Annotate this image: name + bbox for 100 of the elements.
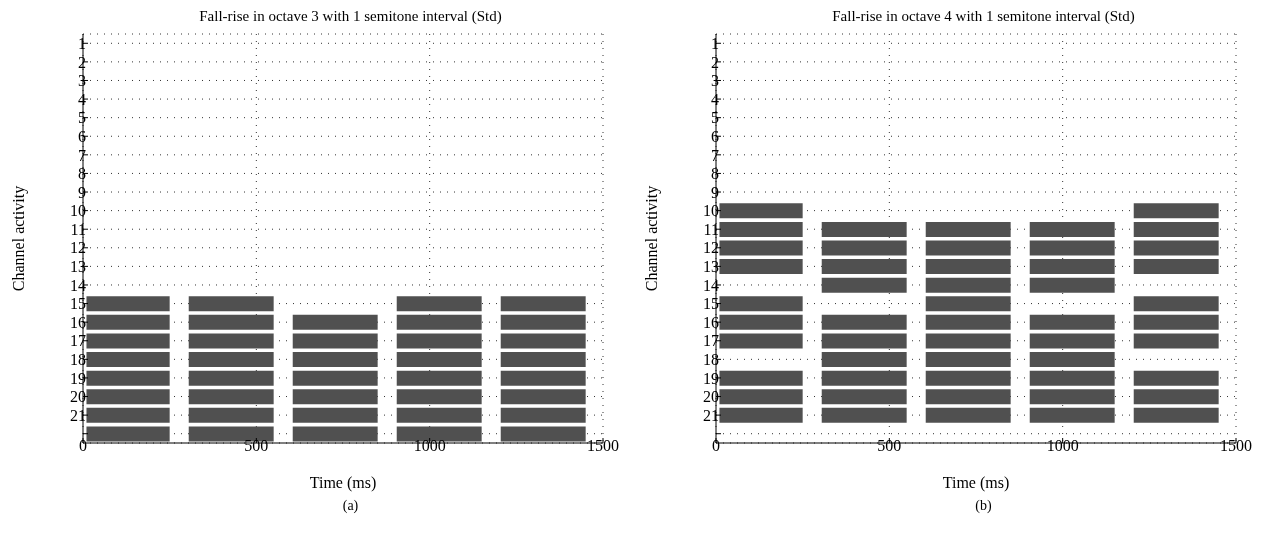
y-tick-label: 13 (70, 258, 86, 276)
x-tick-label: 1500 (587, 437, 619, 455)
y-tick-label: 1 (78, 34, 86, 52)
x-tick-label: 1500 (1220, 437, 1252, 455)
bar (821, 352, 907, 368)
bar (292, 407, 378, 423)
y-tick-label: 6 (711, 127, 719, 145)
bar (719, 389, 803, 405)
y-tick-label: 16 (703, 313, 719, 331)
bar (1133, 389, 1219, 405)
bar (1133, 314, 1219, 330)
y-tick-label: 15 (703, 295, 719, 313)
bar (1133, 370, 1219, 386)
x-axis-title: Time (ms) (309, 474, 377, 492)
y-tick-label: 15 (70, 295, 86, 313)
bar (1029, 370, 1115, 386)
bar (500, 370, 586, 386)
y-tick-label: 6 (78, 127, 86, 145)
bar (719, 407, 803, 423)
text: (a) (341, 498, 360, 514)
bar (1029, 259, 1115, 275)
y-tick-label: 10 (703, 202, 719, 220)
bar (1029, 333, 1115, 349)
y-tick-label: 2 (78, 53, 86, 71)
bar (719, 296, 803, 312)
x-tick-label: 1000 (1046, 437, 1079, 455)
y-tick-label: 3 (78, 72, 86, 90)
y-axis-title: Channel activity (9, 185, 28, 292)
bar (292, 314, 378, 330)
bar (292, 370, 378, 386)
bar (188, 352, 274, 368)
y-tick-label: 14 (70, 276, 86, 294)
bar (396, 352, 482, 368)
y-tick-label: 19 (703, 369, 719, 387)
x-tick-label: 500 (244, 437, 269, 455)
bar (500, 352, 586, 368)
x-tick-label: 0 (79, 437, 87, 455)
bar (1133, 240, 1219, 256)
y-tick-label: 8 (78, 165, 86, 183)
y-tick-label: 11 (703, 220, 719, 238)
bar (292, 352, 378, 368)
y-tick-label: 9 (78, 183, 86, 201)
y-tick-label: 18 (70, 351, 86, 369)
bar (292, 389, 378, 405)
bar (396, 407, 482, 423)
bar (925, 240, 1011, 256)
y-tick-label: 4 (78, 90, 86, 108)
bar (1133, 296, 1219, 312)
bar (821, 259, 907, 275)
bar (1133, 221, 1219, 237)
bar (719, 333, 803, 349)
bar (396, 389, 482, 405)
bar (821, 240, 907, 256)
bar (86, 370, 170, 386)
y-tick-label: 5 (711, 109, 719, 127)
x-axis-title: Time (ms) (942, 474, 1010, 492)
bar (925, 296, 1011, 312)
bar (925, 370, 1011, 386)
bar (396, 370, 482, 386)
bar (1029, 389, 1115, 405)
bar (821, 407, 907, 423)
bar (925, 314, 1011, 330)
bar (719, 221, 803, 237)
bar (500, 314, 586, 330)
bar (719, 259, 803, 275)
bar (396, 426, 482, 442)
bar (86, 407, 170, 423)
text: (b) (974, 498, 993, 514)
bar (1133, 259, 1219, 275)
bar (1029, 314, 1115, 330)
bar (86, 352, 170, 368)
bar (925, 333, 1011, 349)
bar (500, 296, 586, 312)
bar (1029, 221, 1115, 237)
bar (188, 296, 274, 312)
bar (1029, 277, 1115, 293)
bar (719, 370, 803, 386)
y-tick-label: 11 (70, 220, 86, 238)
bar (188, 314, 274, 330)
y-tick-label: 1 (711, 34, 719, 52)
bar (821, 389, 907, 405)
x-tick-label: 0 (712, 437, 720, 455)
bar (188, 426, 274, 442)
y-tick-label: 4 (711, 90, 719, 108)
x-tick-label: 1000 (413, 437, 446, 455)
y-tick-label: 16 (70, 313, 86, 331)
x-tick-label: 500 (877, 437, 902, 455)
bar (1133, 333, 1219, 349)
bar (292, 426, 378, 442)
y-tick-label: 2 (711, 53, 719, 71)
bar (821, 370, 907, 386)
bar (1029, 352, 1115, 368)
y-tick-label: 19 (70, 369, 86, 387)
y-tick-label: 7 (711, 146, 719, 164)
y-tick-label: 17 (703, 332, 719, 350)
bar (925, 407, 1011, 423)
bar (925, 259, 1011, 275)
chart-title: Fall-rise in octave 4 with 1 semitone interval (Std) (831, 8, 1136, 26)
y-tick-label: 20 (70, 388, 86, 406)
bar (821, 333, 907, 349)
